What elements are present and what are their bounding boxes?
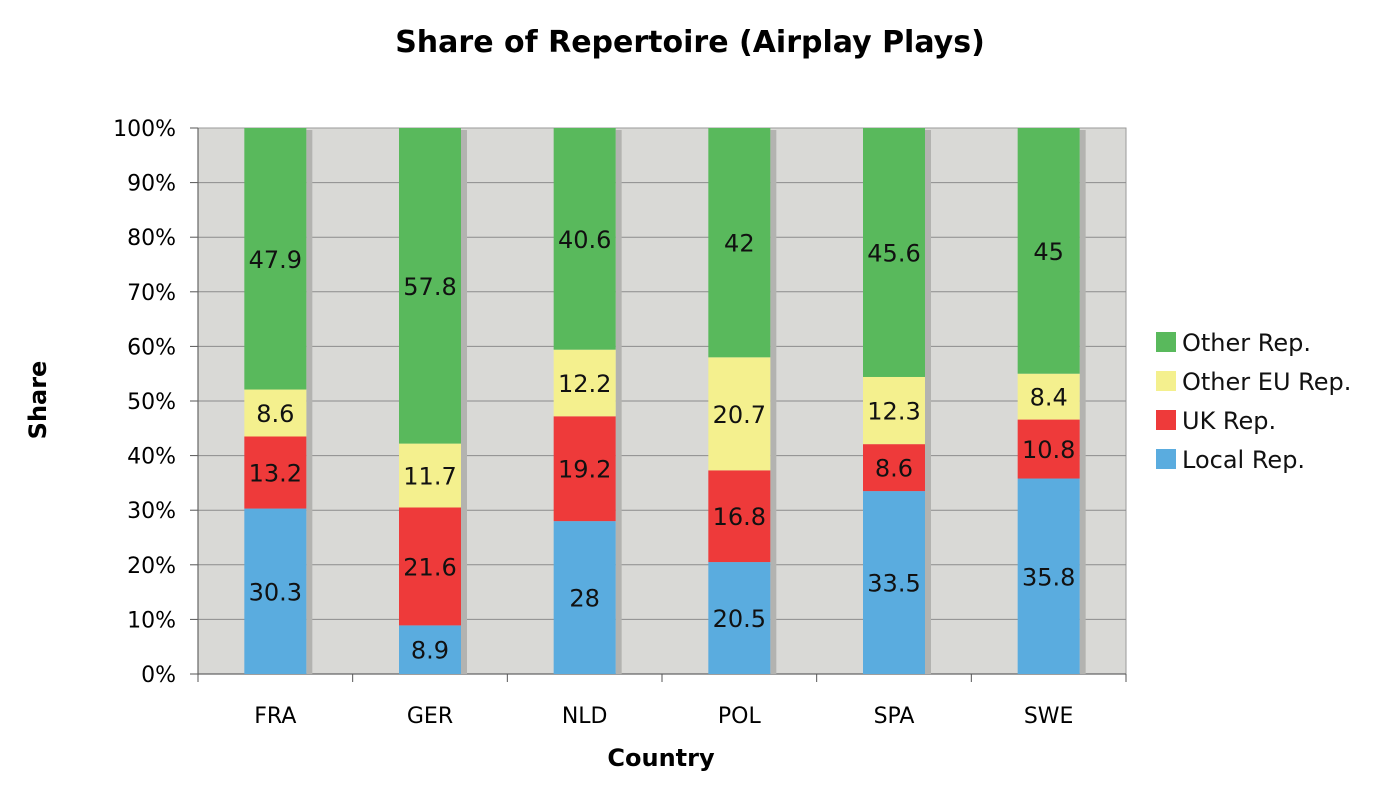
bar-segment <box>1017 373 1080 420</box>
legend-label: Local Rep. <box>1182 446 1305 474</box>
x-tick-label: SPA <box>874 704 915 729</box>
y-tick-label: 10% <box>127 608 176 633</box>
bar-segment <box>399 128 461 444</box>
y-tick-label: 70% <box>127 281 176 306</box>
data-label: 45 <box>1033 238 1064 266</box>
x-tick-label: NLD <box>562 704 608 729</box>
bar-segment <box>399 507 461 626</box>
x-tick-label: POL <box>718 704 762 729</box>
data-label: 33.5 <box>867 570 920 598</box>
data-label: 10.8 <box>1022 436 1075 464</box>
data-label: 8.6 <box>256 400 294 428</box>
y-tick-label: 50% <box>127 390 176 415</box>
legend-swatch <box>1156 371 1176 391</box>
legend-label: UK Rep. <box>1182 407 1276 435</box>
legend-swatch <box>1156 332 1176 352</box>
data-label: 8.6 <box>875 455 913 483</box>
x-tick-label: GER <box>407 704 453 729</box>
bar-segment <box>553 349 616 417</box>
chart-title: Share of Repertoire (Airplay Plays) <box>395 25 985 60</box>
x-tick-label: SWE <box>1024 704 1074 729</box>
data-label: 28 <box>569 585 600 613</box>
data-label: 42 <box>724 230 755 258</box>
data-label: 45.6 <box>867 239 920 267</box>
bar-segment <box>863 491 925 674</box>
y-tick-label: 80% <box>127 226 176 251</box>
y-tick-label: 0% <box>141 663 176 688</box>
bar-segment <box>244 128 307 390</box>
bar-segment <box>553 521 616 674</box>
y-tick-label: 100% <box>113 117 176 142</box>
bar-shadow <box>461 130 467 674</box>
bar-shadow <box>306 130 313 674</box>
bar-segment <box>708 357 771 471</box>
legend: Other Rep. Other EU Rep. UK Rep. Local Rep. <box>1156 329 1351 474</box>
legend-swatch <box>1156 410 1176 430</box>
bar-segment <box>553 416 616 522</box>
bar-segment <box>708 128 771 358</box>
bar-segment <box>1017 419 1080 479</box>
bar-segment <box>708 470 771 563</box>
data-label: 35.8 <box>1022 563 1075 591</box>
data-label: 19.2 <box>558 456 611 484</box>
bar-shadow <box>1079 130 1086 674</box>
bar-segment <box>553 128 616 350</box>
data-label: 20.5 <box>713 605 766 633</box>
legend-label: Other Rep. <box>1182 329 1311 357</box>
bar-segment <box>399 443 461 508</box>
data-label: 40.6 <box>558 226 611 254</box>
data-label: 11.7 <box>403 463 456 491</box>
y-tick-label: 20% <box>127 554 176 579</box>
data-label: 30.3 <box>249 578 302 606</box>
data-label: 12.3 <box>867 398 920 426</box>
bar-segment <box>863 376 925 445</box>
data-label: 16.8 <box>713 503 766 531</box>
bar-shadow <box>770 130 777 674</box>
x-axis-title: Country <box>607 744 715 772</box>
y-tick-label: 30% <box>127 499 176 524</box>
data-label: 21.6 <box>403 553 456 581</box>
bar-segment <box>863 444 925 492</box>
bar-shadow <box>615 130 622 674</box>
data-label: 12.2 <box>558 370 611 398</box>
bar-segment <box>244 389 307 437</box>
plot-area: 0% 10% 20% 30% 40% 50% 60% 70% 80% 90% 100% 30.3 13.… <box>113 117 1127 729</box>
y-tick-label: 40% <box>127 445 176 470</box>
legend-swatch <box>1156 449 1176 469</box>
bar-segment <box>244 436 307 509</box>
data-label: 8.4 <box>1030 384 1068 412</box>
data-label: 13.2 <box>249 460 302 488</box>
bar-segment <box>708 562 771 674</box>
x-tick-label: FRA <box>254 704 296 729</box>
data-label: 47.9 <box>249 246 302 274</box>
y-tick-label: 60% <box>127 335 176 360</box>
data-label: 20.7 <box>713 401 766 429</box>
legend-label: Other EU Rep. <box>1182 368 1351 396</box>
bar-segment <box>1017 128 1080 374</box>
data-label: 57.8 <box>403 273 456 301</box>
bar-segment <box>399 625 461 674</box>
y-axis-title: Share <box>24 361 52 440</box>
data-label: 8.9 <box>411 637 449 665</box>
bar-shadow <box>925 130 931 674</box>
y-tick-label: 90% <box>127 172 176 197</box>
bar-segment <box>1017 478 1080 674</box>
bar-segment <box>244 508 307 674</box>
bar-segment <box>863 128 925 377</box>
